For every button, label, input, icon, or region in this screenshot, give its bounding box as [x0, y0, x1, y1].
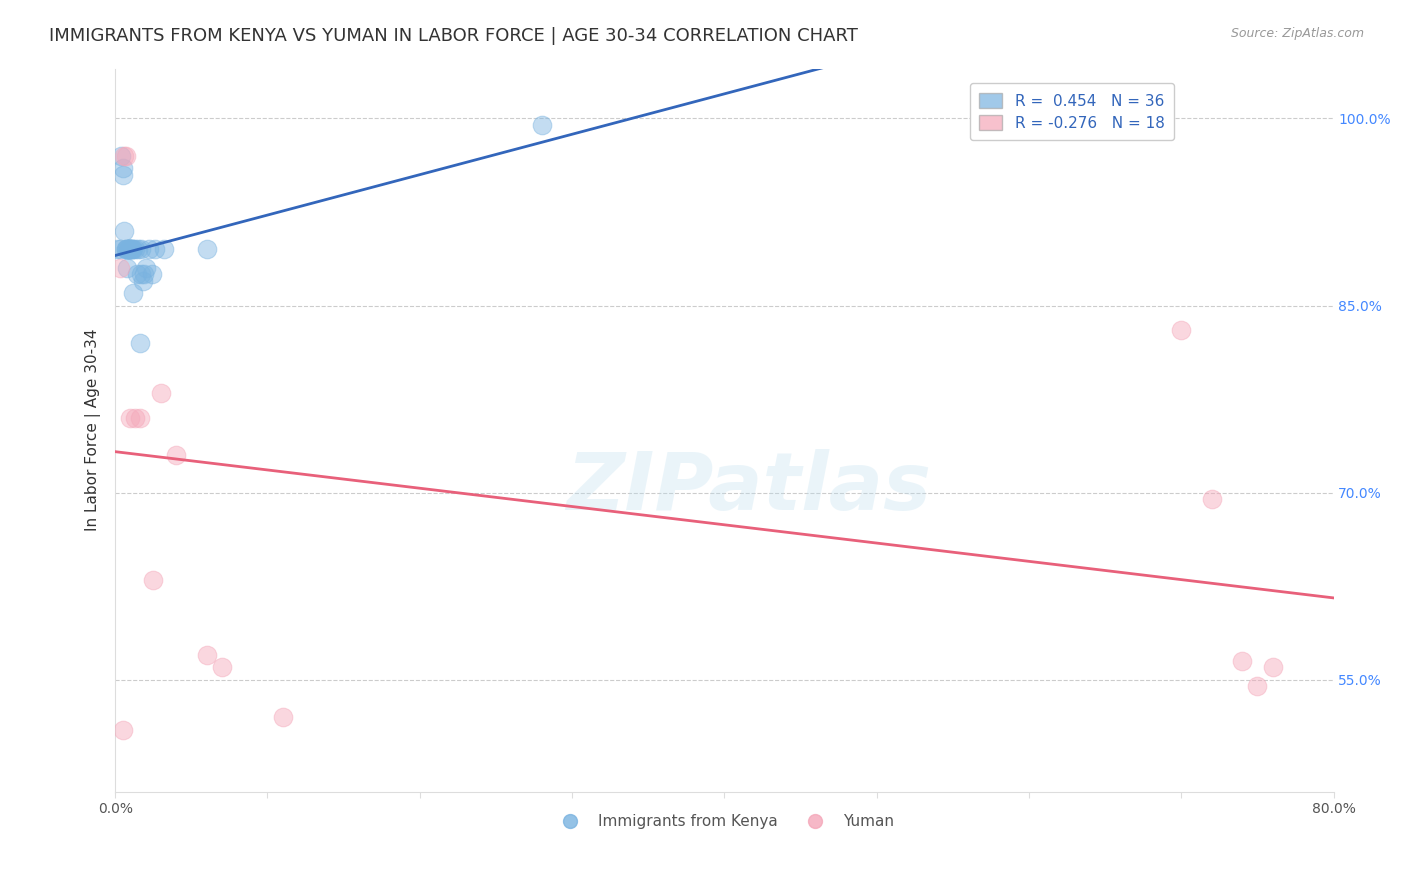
Point [128, 335, 150, 350]
Point [120, 243, 142, 257]
Point [530, 118, 553, 132]
Point [122, 243, 145, 257]
Point [120, 243, 142, 257]
Point [125, 268, 148, 282]
Point [105, 243, 128, 257]
Point [127, 243, 149, 257]
Point [211, 660, 233, 674]
Point [143, 243, 166, 257]
Point [118, 243, 141, 257]
Point [135, 261, 157, 276]
Point [115, 243, 138, 257]
Point [124, 243, 146, 257]
Point [120, 410, 142, 425]
Point [153, 243, 176, 257]
Point [111, 723, 134, 737]
Text: Source: ZipAtlas.com: Source: ZipAtlas.com [1230, 27, 1364, 40]
Point [141, 268, 163, 282]
Text: IMMIGRANTS FROM KENYA VS YUMAN IN LABOR FORCE | AGE 30-34 CORRELATION CHART: IMMIGRANTS FROM KENYA VS YUMAN IN LABOR … [49, 27, 858, 45]
Point [108, 243, 131, 257]
Point [122, 286, 145, 301]
Point [111, 168, 134, 182]
Point [108, 261, 131, 276]
Point [129, 268, 152, 282]
Point [128, 410, 150, 425]
Point [134, 268, 156, 282]
Point [117, 243, 139, 257]
Point [129, 243, 152, 257]
Point [1261, 660, 1284, 674]
Point [118, 243, 141, 257]
Point [117, 261, 139, 276]
Text: ZIPatlas: ZIPatlas [567, 449, 931, 527]
Point [112, 224, 135, 238]
Point [271, 710, 294, 724]
Point [115, 149, 138, 163]
Legend: Immigrants from Kenya, Yuman: Immigrants from Kenya, Yuman [548, 808, 900, 835]
Point [195, 648, 218, 662]
Point [1246, 679, 1268, 693]
Point [131, 274, 153, 288]
Point [138, 243, 160, 257]
Point [195, 243, 218, 257]
Point [118, 243, 141, 257]
Point [149, 385, 172, 400]
Y-axis label: In Labor Force | Age 30-34: In Labor Force | Age 30-34 [86, 329, 101, 532]
Point [165, 448, 187, 462]
Point [1201, 491, 1223, 506]
Point [124, 410, 146, 425]
Point [121, 243, 143, 257]
Point [120, 243, 142, 257]
Point [142, 573, 165, 587]
Point [121, 243, 143, 257]
Point [1170, 323, 1192, 337]
Point [111, 161, 134, 176]
Point [110, 149, 132, 163]
Point [1230, 654, 1253, 668]
Point [118, 243, 141, 257]
Point [115, 243, 138, 257]
Point [112, 149, 135, 163]
